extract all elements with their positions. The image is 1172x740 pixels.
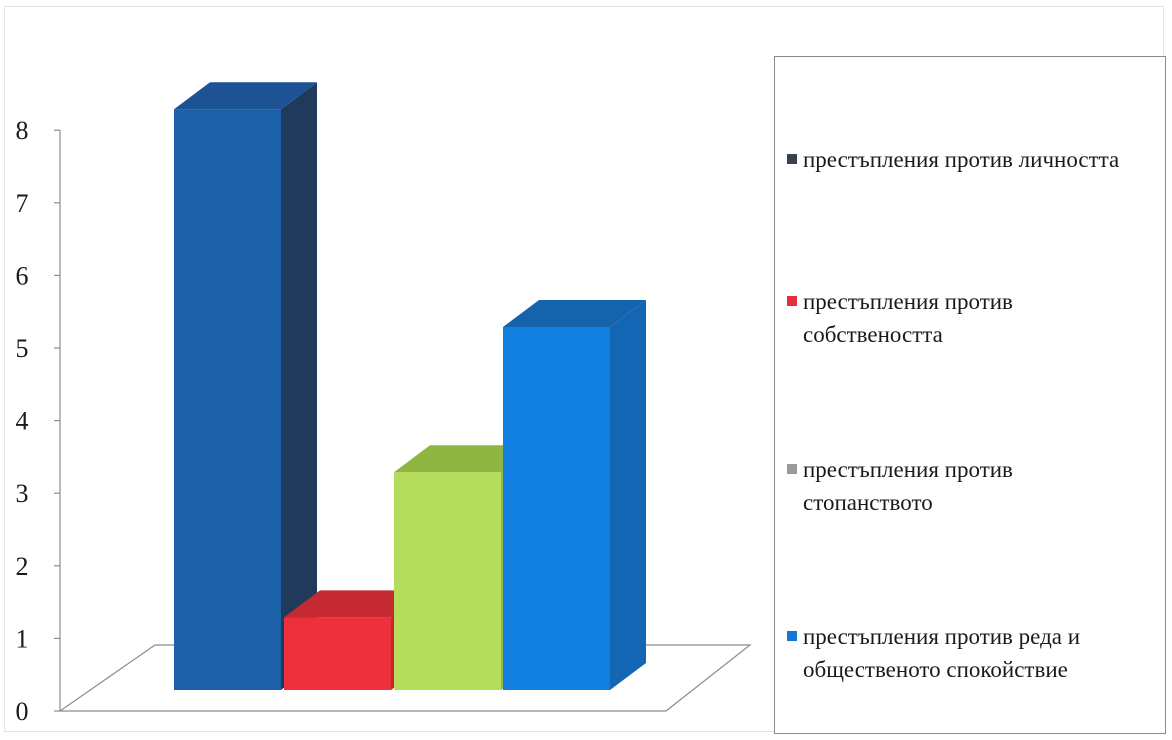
y-axis: 0 1 2 3 4 5 6 7 8 [16, 116, 61, 726]
legend-label: престъпления против стопанството [803, 457, 1013, 515]
y-tick-label: 6 [16, 261, 29, 290]
bar [174, 82, 317, 690]
legend-swatch-icon [787, 631, 797, 641]
y-tick-label: 2 [16, 552, 29, 581]
legend-label: престъпления против собствеността [803, 289, 1013, 347]
bar-side [610, 300, 646, 690]
y-tick-label: 0 [16, 697, 29, 726]
bar-top [174, 82, 317, 110]
chart-floor [58, 644, 752, 712]
bar-top [503, 300, 646, 327]
bars [174, 82, 646, 690]
bar-front [503, 327, 610, 690]
legend-swatch-icon [787, 464, 797, 474]
bar-side [281, 82, 317, 690]
y-tick-label: 7 [16, 189, 29, 218]
bar-top [284, 590, 427, 618]
legend-swatch-icon [787, 154, 797, 164]
legend-label: престъпления против реда и общественото … [803, 624, 1081, 682]
bar-top [394, 445, 537, 473]
legend-item-personality: престъпления против личността [787, 143, 1159, 176]
legend-swatch-icon [787, 296, 797, 306]
legend: престъпления против личността престъплен… [774, 56, 1166, 734]
bar-front [174, 109, 281, 690]
legend-label: престъпления против личността [803, 147, 1120, 172]
bar-front [284, 617, 391, 690]
floor-plane [58, 644, 752, 712]
y-tick-label: 4 [16, 407, 29, 436]
legend-item-property: престъпления против собствеността [787, 285, 1159, 351]
legend-item-economy: престъпления против стопанството [787, 453, 1159, 519]
bar [503, 300, 646, 690]
y-tick-label: 5 [16, 334, 29, 363]
y-tick-label: 8 [16, 116, 29, 145]
y-tick-label: 1 [16, 624, 29, 653]
bar-front [394, 472, 501, 690]
legend-item-public-order: престъпления против реда и общественото … [787, 620, 1159, 686]
y-tick-label: 3 [16, 479, 29, 508]
